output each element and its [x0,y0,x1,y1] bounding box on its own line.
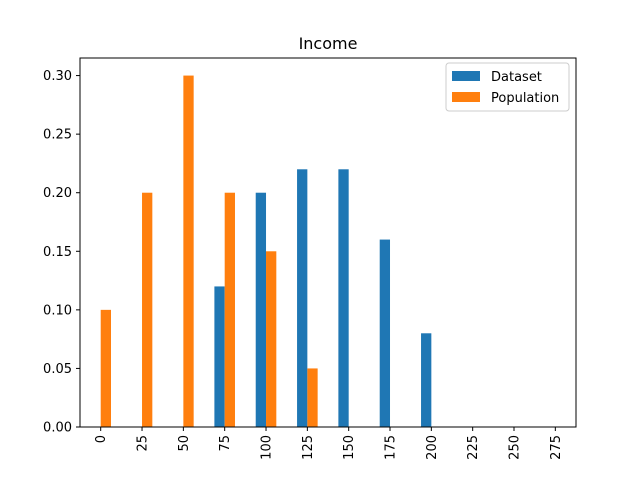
y-tick-label: 0.15 [43,245,72,260]
legend-swatch-dataset [452,71,480,81]
legend-label-dataset: Dataset [491,70,542,85]
x-tick-label: 100 [260,435,275,460]
x-tick-label: 150 [342,435,357,460]
bar-dataset-75 [214,286,225,427]
x-tick-label: 225 [466,435,481,460]
x-tick-label: 0 [94,435,109,443]
x-tick-label: 25 [136,435,151,452]
y-tick-label: 0.25 [43,128,72,143]
x-tick-label: 200 [425,435,440,460]
y-tick-label: 0.20 [43,186,72,201]
legend-label-population: Population [491,91,559,106]
bar-dataset-125 [297,169,308,428]
x-tick-label: 250 [508,435,523,460]
bar-dataset-100 [255,192,267,427]
legend: Dataset Population [445,62,570,112]
y-tick-label: 0.05 [43,362,72,377]
bar-population-25 [142,192,153,427]
bar-dataset-200 [421,333,432,427]
chart-title: Income [299,34,358,53]
bar-dataset-150 [338,169,349,428]
y-tick-label: 0.30 [43,69,72,84]
x-tick-label: 125 [301,435,316,460]
x-tick-label: 175 [384,435,399,460]
bar-dataset-175 [379,239,391,427]
legend-swatch-population [452,92,480,102]
bar-population-50 [183,75,194,427]
bar-population-100 [266,251,277,427]
y-tick-label: 0.00 [43,421,72,436]
bar-population-75 [224,192,235,427]
bar-population-125 [307,368,318,427]
x-tick-label: 75 [218,435,233,452]
axes-layer: 0.00 0.05 0.10 0.15 0.20 0.25 0.30 0 25 50 75 100 12… [43,57,577,460]
x-tick-label: 275 [549,435,564,460]
x-tick-label: 50 [177,435,192,452]
bar-population-0 [100,309,111,427]
plot-frame [79,57,577,428]
bars-layer [100,75,432,428]
y-tick-label: 0.10 [43,303,72,318]
